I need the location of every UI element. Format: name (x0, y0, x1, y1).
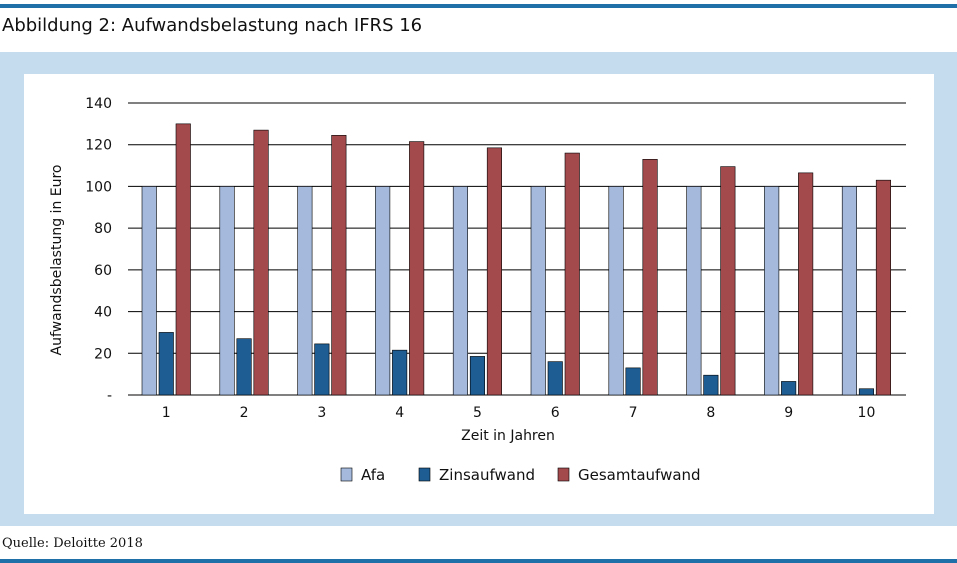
bar-zinsaufwand (703, 374, 719, 396)
bar-zinsaufwand (858, 388, 875, 396)
bar-afa (686, 186, 702, 396)
x-tick-label: 2 (240, 405, 249, 421)
legend-swatch-afa (340, 467, 353, 482)
bar-afa (375, 186, 391, 396)
bar-zinsaufwand (158, 332, 174, 396)
x-tick-label: 10 (858, 405, 876, 421)
bar-afa (297, 186, 313, 396)
y-tick-label: 60 (94, 263, 112, 279)
bar-gesamtaufwand (409, 141, 425, 396)
bar-zinsaufwand (625, 367, 641, 396)
bar-afa (764, 186, 780, 396)
bar-zinsaufwand (547, 361, 563, 396)
bars (141, 123, 892, 396)
bar-afa (452, 186, 469, 396)
bottom-rule (0, 559, 957, 563)
y-tick-label: 140 (85, 96, 112, 112)
y-tick-label: 120 (85, 138, 112, 154)
y-tick-label: - (107, 388, 112, 404)
bar-afa (608, 186, 624, 396)
x-tick-label: 8 (706, 405, 715, 421)
legend-swatch-zinsaufwand (418, 467, 431, 482)
x-tick-label: 3 (317, 405, 326, 421)
source-note: Quelle: Deloitte 2018 (2, 536, 143, 551)
bar-gesamtaufwand (175, 123, 191, 396)
bar-chart: - 20 40 60 80 100 120 140 1 2 3 4 5 6 7 8 9 10 Aufwandsbe… (49, 96, 906, 484)
x-tick-label: 7 (629, 405, 638, 421)
y-tick-label: 40 (94, 305, 112, 321)
bar-gesamtaufwand (253, 129, 269, 396)
x-tick-label: 1 (162, 405, 171, 421)
x-tick-label: 5 (473, 405, 482, 421)
bar-gesamtaufwand (798, 172, 814, 396)
bar-afa (530, 186, 546, 396)
x-axis-label: Zeit in Jahren (461, 428, 555, 444)
legend-swatch-gesamtaufwand (557, 467, 570, 482)
legend-label-gesamtaufwand: Gesamtaufwand (578, 466, 701, 484)
legend: Afa Zinsaufwand Gesamtaufwand (340, 466, 701, 484)
bar-gesamtaufwand (875, 179, 892, 396)
bar-zinsaufwand (469, 356, 486, 396)
bar-zinsaufwand (392, 349, 408, 396)
y-tick-label: 20 (94, 346, 112, 362)
bar-afa (219, 186, 235, 396)
x-tick-label: 9 (784, 405, 793, 421)
y-tick-label: 100 (85, 179, 112, 195)
bar-zinsaufwand (236, 338, 252, 396)
bar-gesamtaufwand (642, 159, 658, 396)
legend-label-zinsaufwand: Zinsaufwand (439, 466, 535, 484)
bar-afa (841, 186, 858, 396)
bar-afa (141, 186, 157, 396)
bar-gesamtaufwand (331, 135, 347, 396)
bar-gesamtaufwand (720, 166, 736, 396)
y-axis-label: Aufwandsbelastung in Euro (49, 165, 65, 356)
legend-label-afa: Afa (361, 466, 385, 484)
x-tick-label: 6 (551, 405, 560, 421)
chart-area: - 20 40 60 80 100 120 140 1 2 3 4 5 6 7 8 9 10 Aufwandsbe… (24, 74, 934, 514)
bar-zinsaufwand (781, 381, 797, 396)
top-rule (0, 4, 957, 8)
bar-zinsaufwand (314, 343, 330, 396)
y-tick-label: 80 (94, 221, 112, 237)
tick-labels: - 20 40 60 80 100 120 140 1 2 3 4 5 6 7 8 9 10 (85, 96, 875, 421)
bar-gesamtaufwand (564, 152, 580, 396)
x-tick-label: 4 (395, 405, 404, 421)
figure-title: Abbildung 2: Aufwandsbelastung nach IFRS… (2, 15, 423, 36)
bar-gesamtaufwand (486, 147, 503, 396)
